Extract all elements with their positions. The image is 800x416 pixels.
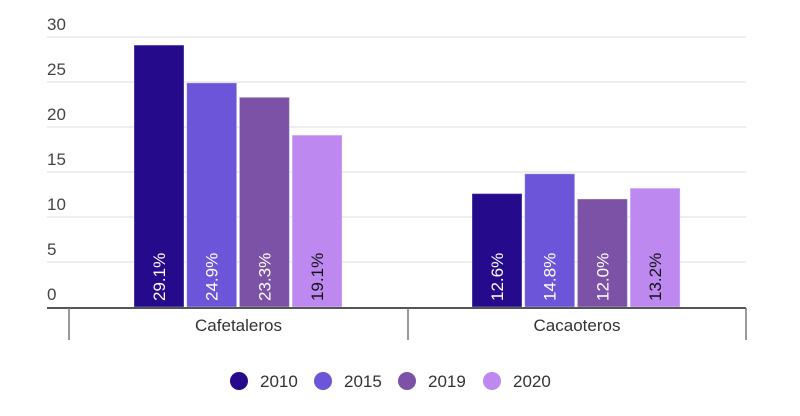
bar-cacaoteros-2019 xyxy=(576,198,628,308)
legend-label: 2020 xyxy=(513,372,551,391)
y-tick-label: 0 xyxy=(47,285,56,304)
legend-swatch-icon xyxy=(483,372,501,390)
bar-data-label: 12.6% xyxy=(488,253,507,301)
bar-data-label: 29.1% xyxy=(150,253,169,301)
legend: 2010 2015 2019 2020 xyxy=(230,372,551,391)
bar-cacaoteros-2020 xyxy=(629,187,681,308)
y-tick-label: 15 xyxy=(47,150,66,169)
bar-data-label: 14.8% xyxy=(541,253,560,301)
category-label: Cacaoteros xyxy=(534,316,621,335)
y-tick-label: 5 xyxy=(47,240,56,259)
bars: 29.1% 24.9% 23.3% 19.1% 12.6% 14.8% 12.0% 13.2% xyxy=(133,44,681,308)
category-label: Cafetaleros xyxy=(195,316,282,335)
bar-cacaoteros-2010 xyxy=(471,193,523,308)
legend-item-2019[interactable]: 2019 xyxy=(398,372,466,391)
legend-item-2010[interactable]: 2010 xyxy=(230,372,298,391)
legend-label: 2015 xyxy=(344,372,382,391)
bar-cacaoteros-2015 xyxy=(524,173,576,308)
legend-item-2020[interactable]: 2020 xyxy=(483,372,551,391)
y-axis-ticks: 0 5 10 15 20 25 30 xyxy=(47,15,66,304)
bar-cafetaleros-2019 xyxy=(238,96,290,308)
bar-data-label: 12.0% xyxy=(593,253,612,301)
y-tick-label: 30 xyxy=(47,15,66,34)
legend-item-2015[interactable]: 2015 xyxy=(314,372,382,391)
bar-data-label: 23.3% xyxy=(255,253,274,301)
bar-cafetaleros-2020 xyxy=(291,134,343,308)
bar-data-label: 13.2% xyxy=(646,253,665,301)
bar-cafetaleros-2015 xyxy=(186,82,238,308)
y-tick-label: 20 xyxy=(47,105,66,124)
y-tick-label: 25 xyxy=(47,60,66,79)
bar-data-label: 19.1% xyxy=(308,253,327,301)
bar-data-label: 24.9% xyxy=(203,253,222,301)
legend-label: 2019 xyxy=(428,372,466,391)
legend-swatch-icon xyxy=(314,372,332,390)
legend-label: 2010 xyxy=(260,372,298,391)
y-tick-label: 10 xyxy=(47,195,66,214)
x-axis-categories: Cafetaleros Cacaoteros xyxy=(195,316,620,335)
x-axis xyxy=(47,307,747,340)
legend-swatch-icon xyxy=(230,372,248,390)
legend-swatch-icon xyxy=(398,372,416,390)
